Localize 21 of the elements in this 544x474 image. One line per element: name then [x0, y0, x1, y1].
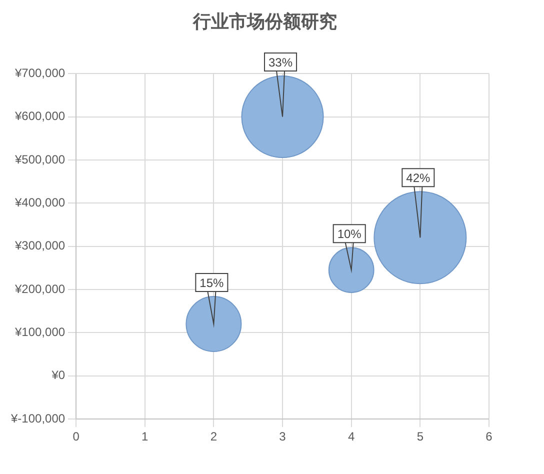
x-tick-label: 2 — [210, 430, 218, 444]
y-tick-label: ¥200,000 — [14, 282, 66, 296]
y-tick-label: ¥600,000 — [14, 109, 66, 124]
data-label: 33% — [268, 55, 293, 70]
y-tick-label: ¥400,000 — [14, 195, 66, 210]
y-tick-label: ¥300,000 — [14, 238, 66, 253]
x-tick-label: 5 — [416, 430, 424, 444]
data-label: 42% — [406, 170, 431, 185]
y-tick-label: ¥700,000 — [14, 66, 66, 80]
y-tick-label: ¥100,000 — [14, 324, 66, 339]
x-tick-label: 4 — [348, 430, 356, 444]
x-tick-label: 0 — [72, 430, 80, 444]
data-label: 10% — [337, 226, 362, 241]
data-label: 15% — [200, 276, 224, 290]
y-tick-label: ¥-100,000 — [10, 411, 66, 426]
y-tick-label: ¥500,000 — [14, 152, 66, 166]
y-tick-label: ¥0 — [50, 368, 66, 382]
x-tick-label: 1 — [142, 430, 149, 444]
x-tick-label: 6 — [486, 430, 493, 444]
chart-title: 行业市场份额研究 — [192, 11, 337, 32]
x-tick-label: 3 — [279, 430, 286, 444]
